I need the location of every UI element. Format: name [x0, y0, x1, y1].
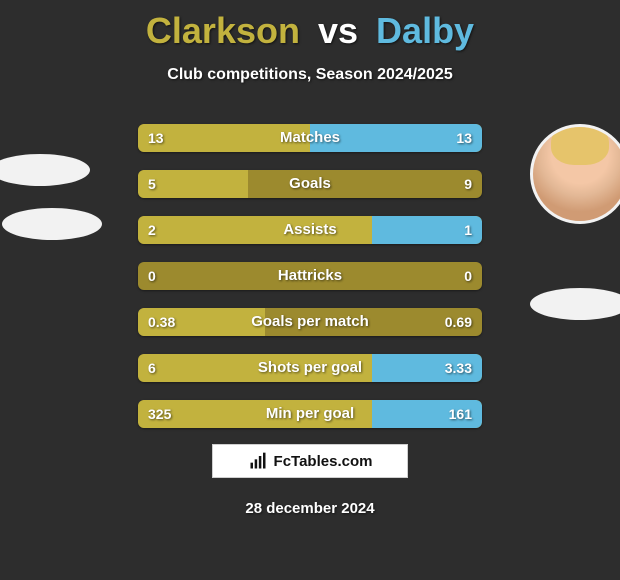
- branding-text: FcTables.com: [274, 453, 373, 470]
- stat-value-right: 0: [464, 262, 472, 290]
- stat-label: Min per goal: [138, 400, 482, 428]
- player2-name: Dalby: [376, 10, 474, 51]
- stat-label: Matches: [138, 124, 482, 152]
- stat-value-right: 3.33: [445, 354, 472, 382]
- branding-box[interactable]: FcTables.com: [212, 444, 408, 478]
- stat-value-right: 13: [456, 124, 472, 152]
- stat-label: Shots per goal: [138, 354, 482, 382]
- stat-row: 0Hattricks0: [138, 262, 482, 290]
- stat-value-right: 9: [464, 170, 472, 198]
- vs-text: vs: [318, 10, 358, 51]
- player2-avatar: [530, 124, 620, 224]
- stat-row: 13Matches13: [138, 124, 482, 152]
- comparison-title: Clarkson vs Dalby: [0, 0, 620, 52]
- player1-badge-placeholder: [2, 208, 102, 240]
- player1-avatar-placeholder: [0, 154, 90, 186]
- stat-value-right: 0.69: [445, 308, 472, 336]
- footer-date: 28 december 2024: [0, 500, 620, 517]
- stat-row: 0.38Goals per match0.69: [138, 308, 482, 336]
- subtitle: Club competitions, Season 2024/2025: [0, 66, 620, 84]
- stat-label: Goals per match: [138, 308, 482, 336]
- stats-table: 13Matches13 5Goals9 2Assists1 0Hattricks0 0.…: [138, 124, 482, 446]
- stat-row: 5Goals9: [138, 170, 482, 198]
- stat-label: Hattricks: [138, 262, 482, 290]
- stat-row: 325Min per goal161: [138, 400, 482, 428]
- stat-value-right: 161: [449, 400, 472, 428]
- stat-label: Assists: [138, 216, 482, 244]
- chart-icon: [248, 451, 268, 471]
- stat-row: 6Shots per goal3.33: [138, 354, 482, 382]
- player1-name: Clarkson: [146, 10, 300, 51]
- player2-badge-placeholder: [530, 288, 620, 320]
- stat-label: Goals: [138, 170, 482, 198]
- stat-value-right: 1: [464, 216, 472, 244]
- stat-row: 2Assists1: [138, 216, 482, 244]
